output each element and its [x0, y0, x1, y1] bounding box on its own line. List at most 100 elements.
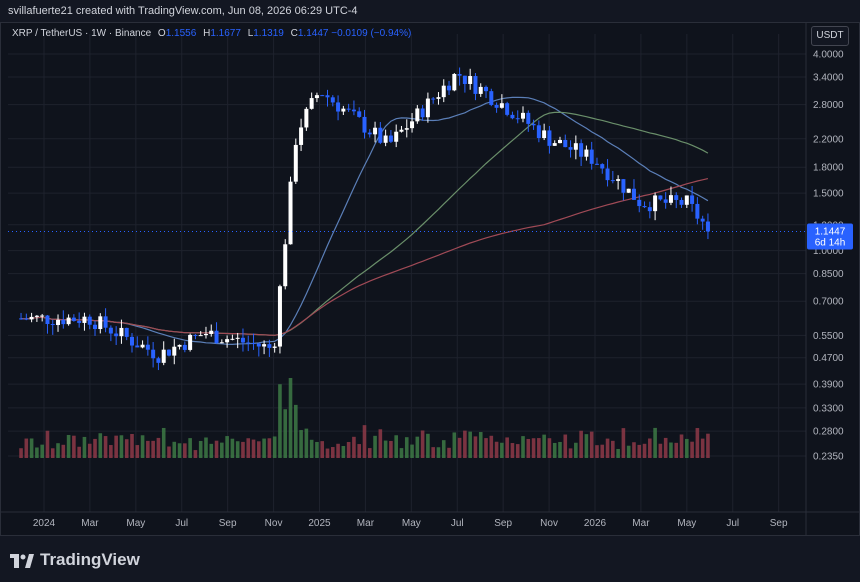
footer: TradingView	[0, 536, 860, 582]
y-tick-label: 0.2800	[813, 427, 844, 438]
volume-bar	[156, 437, 161, 458]
volume-bar	[626, 445, 631, 458]
y-tick-label: 0.4700	[813, 353, 844, 364]
currency-button[interactable]: USDT	[811, 26, 849, 46]
volume-bar	[209, 443, 214, 458]
x-tick-label: Sep	[219, 518, 237, 529]
candle-body	[293, 144, 298, 182]
volume-bar	[320, 441, 325, 458]
volume-bar	[637, 444, 642, 458]
candle-body	[700, 218, 705, 222]
candle-body	[552, 143, 557, 146]
candle-body	[494, 104, 499, 108]
volume-bar	[510, 443, 515, 458]
x-tick-label: 2024	[33, 518, 56, 529]
candle-body	[441, 85, 446, 98]
volume-bar	[568, 448, 573, 458]
volume-bar	[283, 409, 288, 458]
volume-bar	[505, 437, 509, 458]
tradingview-brand[interactable]: TradingView	[10, 550, 140, 570]
candle-body	[320, 95, 325, 97]
volume-bar	[700, 438, 705, 458]
volume-bar	[225, 436, 229, 458]
candle-body	[161, 349, 166, 363]
volume-bar	[336, 443, 340, 458]
volume-bar	[547, 438, 552, 458]
candle-body	[415, 108, 420, 122]
volume-bar	[61, 444, 66, 458]
candle-body	[203, 333, 208, 336]
volume-bar	[167, 446, 171, 458]
volume-bar	[515, 444, 520, 458]
x-tick-label: Nov	[540, 518, 558, 529]
candle-body	[531, 123, 536, 126]
candle-body	[77, 320, 82, 323]
volume-bar	[235, 441, 240, 458]
x-tick-label: Jul	[726, 518, 739, 529]
volume-bar	[436, 447, 441, 458]
candle-body	[505, 103, 510, 115]
volume-bar	[648, 438, 652, 458]
x-tick-label: Mar	[632, 518, 650, 529]
candle-body	[399, 129, 404, 132]
candle-body	[515, 118, 520, 120]
candle-body	[251, 343, 256, 345]
volume-bar	[45, 430, 50, 458]
volume-bar	[373, 435, 377, 458]
candle-body	[584, 149, 589, 157]
candle-body	[547, 130, 552, 146]
volume-bar	[420, 430, 425, 458]
symbol-legend[interactable]: XRP / TetherUS · 1W · Binance O1.1556 H1…	[12, 28, 411, 39]
volume-bar	[537, 438, 541, 458]
volume-bar	[29, 438, 34, 458]
candle-body	[219, 342, 224, 344]
candle-body	[695, 203, 700, 219]
y-tick-label: 0.2350	[813, 452, 844, 463]
volume-bar	[299, 430, 303, 458]
bar-countdown: 6d 14h	[815, 237, 846, 248]
candle-body	[71, 317, 76, 321]
volume-bar	[330, 447, 335, 458]
candle-body	[431, 98, 436, 100]
volume-bar	[93, 438, 97, 458]
volume-bar	[114, 435, 118, 458]
volume-bar	[463, 430, 467, 458]
volume-bar	[161, 427, 166, 458]
volume-bar	[146, 440, 150, 458]
volume-bar	[267, 438, 272, 458]
volume-bar	[383, 440, 388, 458]
volume-bar	[521, 436, 525, 458]
low-label: L	[247, 28, 254, 39]
candle-body	[478, 86, 483, 94]
volume-bar	[611, 440, 615, 458]
volume-bar	[695, 428, 700, 458]
candle-body	[653, 195, 658, 212]
volume-bar	[177, 443, 182, 458]
volume-bar	[674, 442, 679, 458]
y-tick-label: 3.4000	[813, 73, 844, 84]
low-value: 1.1319	[253, 28, 284, 39]
volume-bar	[124, 439, 129, 458]
candle-body	[240, 337, 245, 343]
volume-bar	[151, 440, 155, 458]
volume-bar	[600, 444, 605, 458]
volume-bar	[616, 448, 620, 458]
volume-bar	[457, 437, 462, 458]
volume-bar	[452, 432, 457, 458]
candle-body	[637, 199, 642, 207]
volume-bar	[367, 448, 372, 458]
volume-bar	[188, 438, 192, 458]
candle-body	[589, 149, 594, 164]
volume-bar	[500, 442, 504, 458]
volume-bar	[362, 425, 367, 458]
volume-bar	[558, 441, 562, 458]
volume-bar	[87, 443, 92, 458]
brand-name: TradingView	[40, 550, 140, 569]
volume-bar	[66, 434, 71, 458]
y-tick-label: 2.2000	[813, 134, 844, 145]
volume-bar	[346, 442, 351, 458]
volume-bar	[447, 447, 451, 458]
candle-body	[473, 76, 478, 94]
candle-body	[198, 335, 203, 337]
